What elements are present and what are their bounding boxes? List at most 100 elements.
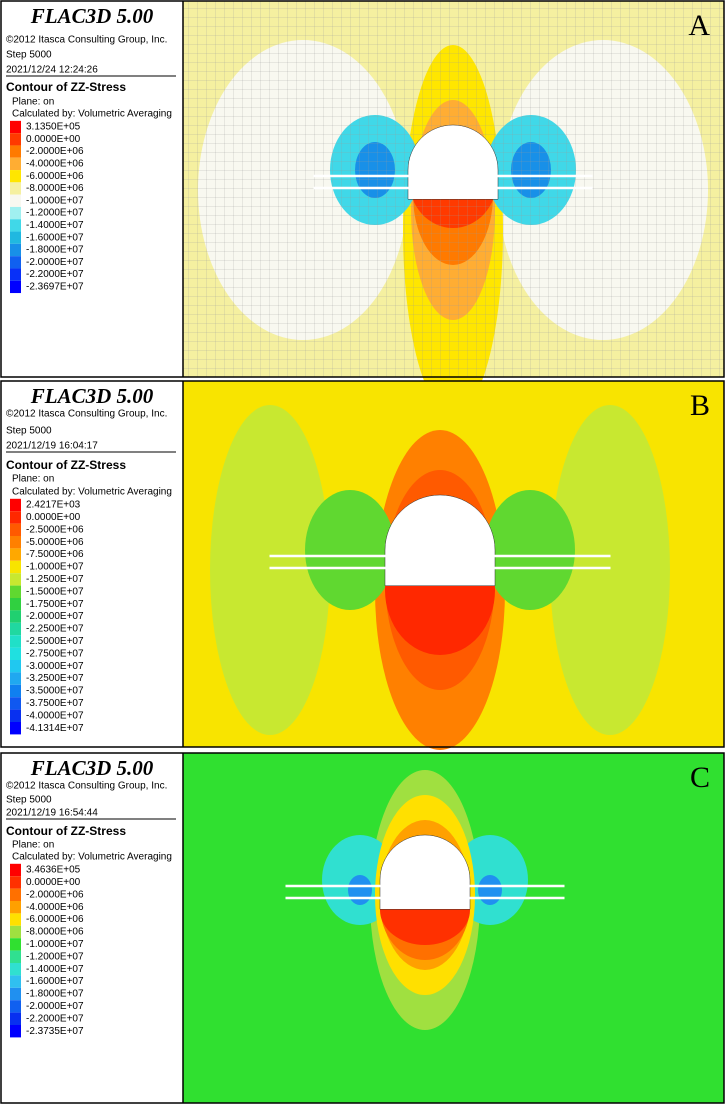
contour-title: Contour of ZZ-Stress [6, 824, 126, 838]
legend-swatch [10, 560, 21, 574]
legend-swatch [10, 684, 21, 698]
tunnel [384, 494, 496, 586]
legend-swatch [10, 672, 21, 685]
legend-label: -7.5000E+06 [26, 549, 84, 560]
panel-letter: A [688, 9, 710, 42]
legend-label: -1.0000E+07 [26, 195, 84, 206]
legend-swatch [10, 256, 21, 269]
contour-plot [183, 381, 724, 750]
timestamp: 2021/12/19 16:04:17 [6, 441, 98, 452]
legend-label: 0.0000E+00 [26, 134, 81, 145]
plane: Plane: on [12, 474, 54, 485]
legend-label: -1.2000E+07 [26, 208, 84, 219]
legend-label: -4.1314E+07 [26, 723, 84, 734]
legend-label: -3.5000E+07 [26, 686, 84, 697]
legend-label: -1.0000E+07 [26, 939, 84, 950]
legend-label: -2.2000E+07 [26, 1013, 84, 1024]
legend-swatch [10, 925, 21, 939]
legend-label: -1.5000E+07 [26, 586, 84, 597]
panel: C FLAC3D 5.00©2012 Itasca Consulting Grou… [0, 752, 725, 1104]
legend-label: -2.7500E+07 [26, 648, 84, 659]
legend-label: -8.0000E+06 [26, 183, 84, 194]
legend-label: -3.0000E+07 [26, 661, 84, 672]
legend-swatch [10, 1025, 21, 1038]
legend-swatch [10, 280, 21, 294]
legend-swatch [10, 548, 21, 561]
legend-label: -1.8000E+07 [26, 245, 84, 256]
panel: B FLAC3D 5.00©2012 Itasca Consulting Grou… [0, 380, 725, 750]
legend-label: 3.4636E+05 [26, 865, 81, 876]
legend-label: -2.0000E+07 [26, 257, 84, 268]
legend-label: -2.5000E+06 [26, 524, 84, 535]
legend-swatch [10, 901, 21, 914]
step: Step 5000 [6, 426, 52, 437]
legend-swatch [10, 145, 21, 158]
legend-swatch [10, 219, 21, 232]
software-title: FLAC3D 5.00 [30, 4, 154, 28]
legend-swatch [10, 888, 21, 901]
stress-zone [305, 490, 395, 610]
legend-label: -2.3697E+07 [26, 282, 84, 293]
legend-label: -1.2500E+07 [26, 574, 84, 585]
calculated-by: Calculated by: Volumetric Averaging [12, 487, 172, 498]
legend-swatch [10, 585, 21, 598]
legend-swatch [10, 876, 21, 889]
legend-swatch [10, 598, 21, 611]
calculated-by: Calculated by: Volumetric Averaging [12, 109, 172, 120]
legend-label: -2.0000E+06 [26, 889, 84, 900]
legend-label: 0.0000E+00 [26, 512, 81, 523]
panel: A FLAC3D 5.00 ©2012 Itasca Consulting Grou… [0, 0, 725, 415]
legend-label: -4.0000E+06 [26, 902, 84, 913]
legend-label: -1.6000E+07 [26, 976, 84, 987]
stress-zone [478, 875, 502, 905]
legend-label: -3.7500E+07 [26, 698, 84, 709]
legend-label: -2.0000E+07 [26, 1001, 84, 1012]
legend-swatch [10, 511, 21, 524]
legend-swatch [10, 722, 21, 735]
legend-swatch [10, 268, 21, 281]
copyright: ©2012 Itasca Consulting Group, Inc. [6, 35, 167, 46]
legend-swatch [10, 133, 21, 146]
calculated-by: Calculated by: Volumetric Averaging [12, 852, 172, 863]
stress-zone [210, 405, 330, 735]
tunnel [407, 124, 499, 200]
contour-plot [183, 753, 724, 1103]
panel-frame [0, 0, 725, 378]
legend-swatch [10, 1000, 21, 1013]
panel-letter: C [690, 761, 710, 794]
legend-label: -2.5000E+07 [26, 636, 84, 647]
legend-label: -6.0000E+06 [26, 171, 84, 182]
contour-title: Contour of ZZ-Stress [6, 80, 126, 94]
legend-swatch [10, 622, 21, 636]
plane: Plane: on [12, 840, 54, 851]
legend-label: -2.2500E+07 [26, 624, 84, 635]
panel-frame [0, 380, 725, 748]
legend-swatch [10, 660, 21, 673]
legend-swatch [10, 573, 21, 586]
legend-swatch [10, 975, 21, 988]
legend-label: -1.2000E+07 [26, 951, 84, 962]
legend-label: -2.3735E+07 [26, 1026, 84, 1037]
legend-label: 0.0000E+00 [26, 877, 81, 888]
legend-label: -6.0000E+06 [26, 914, 84, 925]
legend-swatch [10, 498, 21, 512]
step: Step 5000 [6, 50, 52, 61]
legend-swatch [10, 231, 21, 244]
copyright: ©2012 Itasca Consulting Group, Inc. [6, 409, 167, 420]
legend-label: -4.0000E+07 [26, 710, 84, 721]
legend-label: -5.0000E+06 [26, 537, 84, 548]
legend-label: -2.0000E+07 [26, 611, 84, 622]
legend-label: 2.4217E+03 [26, 500, 81, 511]
software-title: FLAC3D 5.00 [30, 384, 154, 408]
legend-label: -1.8000E+07 [26, 989, 84, 1000]
legend-label: 3.1350E+05 [26, 122, 81, 133]
legend-swatch [10, 635, 21, 648]
legend-swatch [10, 1012, 21, 1025]
contour-plot [183, 1, 724, 415]
stress-zone [485, 490, 575, 610]
legend-swatch [10, 536, 21, 549]
legend-label: -1.6000E+07 [26, 232, 84, 243]
legend-swatch [10, 963, 21, 976]
legend-swatch [10, 182, 21, 195]
